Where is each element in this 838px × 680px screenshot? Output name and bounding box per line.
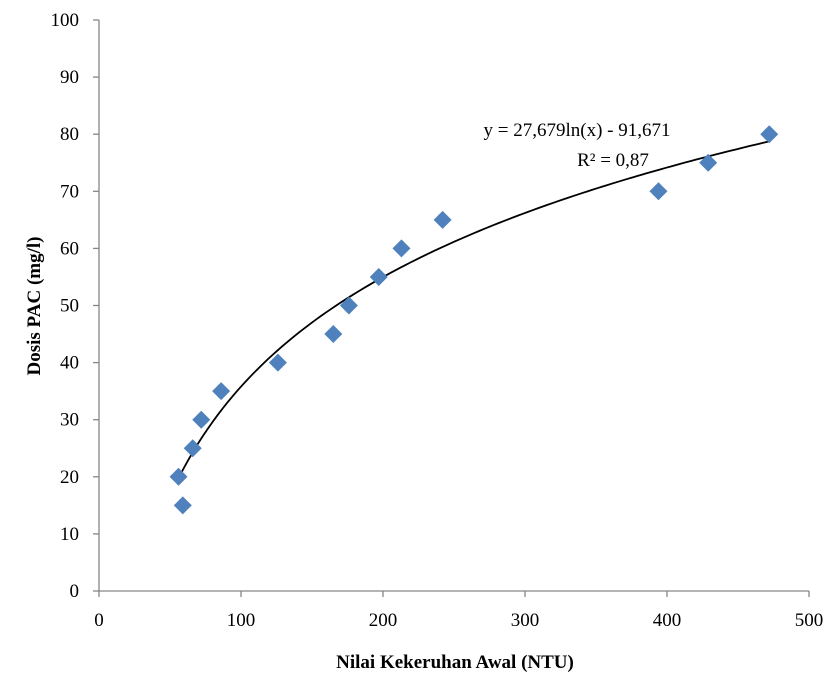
trendline-group <box>177 140 770 479</box>
data-point <box>192 410 211 429</box>
x-tick-label: 500 <box>795 610 824 631</box>
data-point <box>369 267 388 286</box>
trendline-equation: y = 27,679ln(x) - 91,671 <box>484 120 671 141</box>
x-axis: 0 100 200 300 400 500 <box>94 590 824 631</box>
data-points <box>169 125 779 515</box>
data-point <box>169 467 188 486</box>
y-tick-label: 60 <box>60 238 79 259</box>
data-point <box>212 382 231 401</box>
data-point <box>649 182 668 201</box>
data-point <box>268 353 287 372</box>
data-point <box>339 296 358 315</box>
data-point <box>699 153 718 172</box>
y-tick-label: 0 <box>70 581 80 602</box>
y-axis-title: Dosis PAC (mg/l) <box>24 237 45 376</box>
y-tick-label: 70 <box>60 181 79 202</box>
y-tick-label: 20 <box>60 467 79 488</box>
y-tick-label: 90 <box>60 67 79 88</box>
y-tick-label: 30 <box>60 410 79 431</box>
data-point <box>183 439 202 458</box>
y-axis: 0 10 20 30 40 50 60 70 80 90 100 <box>51 10 100 602</box>
y-tick-label: 10 <box>60 524 79 545</box>
r-squared-label: R² = 0,87 <box>577 150 649 171</box>
x-tick-label: 100 <box>227 610 256 631</box>
y-tick-label: 80 <box>60 124 79 145</box>
x-axis-title: Nilai Kekeruhan Awal (NTU) <box>336 652 574 673</box>
trendline <box>177 140 770 479</box>
data-point <box>433 210 452 229</box>
data-point <box>392 239 411 258</box>
y-tick-label: 50 <box>60 296 79 317</box>
x-tick-label: 400 <box>653 610 682 631</box>
x-tick-label: 200 <box>369 610 398 631</box>
y-tick-label: 40 <box>60 353 79 374</box>
data-point <box>760 125 779 144</box>
y-tick-label: 100 <box>51 10 80 31</box>
data-point <box>324 325 343 344</box>
x-tick-label: 0 <box>94 610 104 631</box>
data-point <box>173 496 192 515</box>
x-tick-label: 300 <box>511 610 540 631</box>
